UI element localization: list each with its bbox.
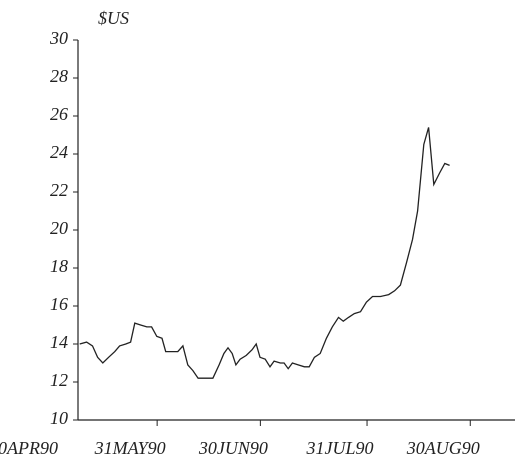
y-tick-label: 14 [50, 332, 68, 352]
price-line [79, 127, 450, 379]
y-tick-label: 30 [49, 28, 68, 48]
x-tick-label: 31JUL90 [306, 438, 374, 458]
y-tick-label: 12 [50, 370, 68, 390]
y-axis-label: $US [98, 8, 129, 28]
y-tick-label: 22 [50, 180, 68, 200]
y-tick-label: 20 [50, 218, 68, 238]
y-tick-label: 26 [50, 104, 68, 124]
y-tick-label: 10 [50, 408, 68, 428]
y-tick-label: 28 [50, 66, 68, 86]
x-tick-label: 30AUG90 [406, 438, 480, 458]
x-tick-label: 31MAY90 [94, 438, 166, 458]
y-tick-label: 16 [50, 294, 68, 314]
y-tick-label: 24 [50, 142, 68, 162]
x-tick-label: 30JUN90 [198, 438, 268, 458]
y-tick-label: 18 [50, 256, 68, 276]
